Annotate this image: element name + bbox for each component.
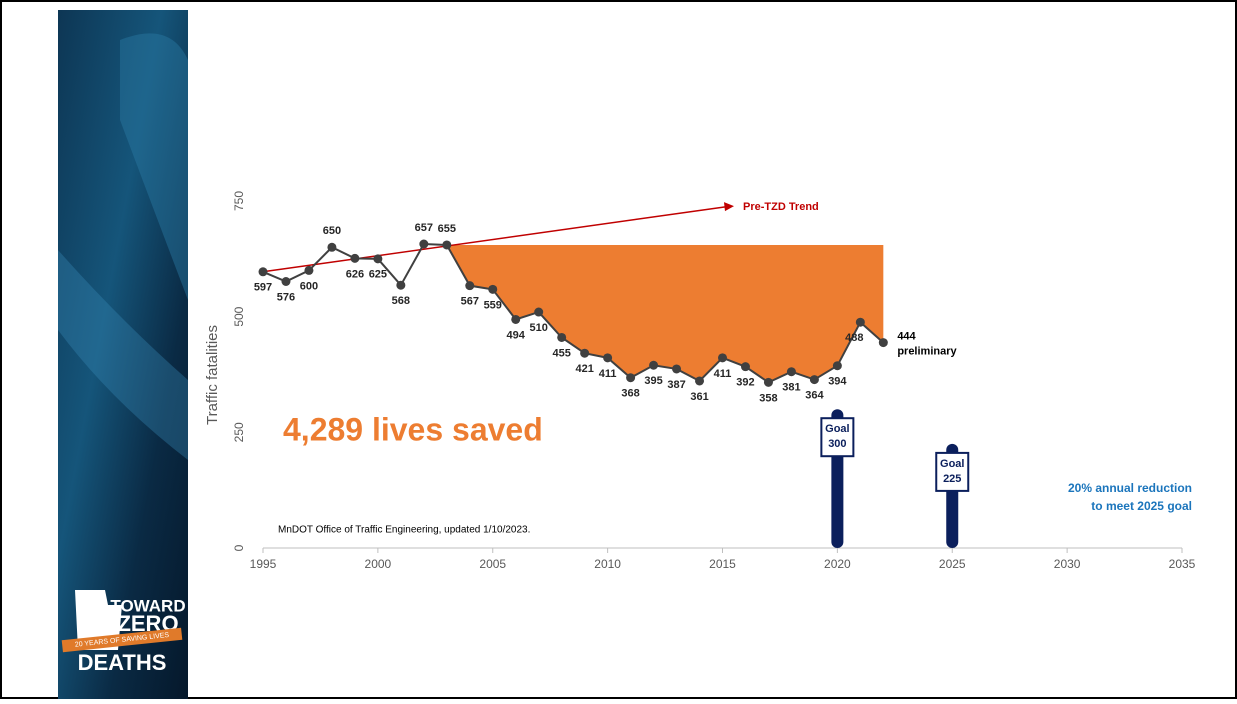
side-panel [58, 10, 188, 699]
data-label: 411 [599, 368, 617, 380]
data-point [855, 317, 865, 327]
data-point [878, 338, 888, 348]
x-tick-label: 2010 [594, 557, 621, 571]
x-tick-label: 2015 [709, 557, 736, 571]
y-axis-label: Traffic fatalities [204, 325, 221, 425]
data-label: 421 [575, 363, 593, 375]
goal-value: 225 [943, 473, 961, 485]
data-point [419, 239, 429, 249]
logo-text: TOWARD [110, 596, 185, 615]
data-point [281, 277, 291, 287]
data-label: 381 [782, 382, 800, 394]
data-point [373, 254, 383, 264]
data-point [304, 265, 314, 275]
data-label: 387 [667, 379, 685, 391]
source-note: MnDOT Office of Traffic Engineering, upd… [278, 525, 530, 536]
data-label: 364 [805, 389, 824, 401]
y-tick-label: 750 [232, 191, 246, 211]
chart: 1995 2000 2005 2010 2015 2020 2025 2030 2035 0 250… [204, 191, 1196, 572]
logo-text: DEATHS [78, 650, 167, 675]
data-label: 600 [300, 280, 318, 292]
data-point [557, 332, 567, 342]
x-tick-label: 2030 [1054, 557, 1081, 571]
data-point [396, 280, 406, 290]
data-point [465, 281, 475, 291]
data-point [511, 314, 521, 324]
data-label: 444 [897, 330, 916, 342]
data-label: 392 [736, 377, 754, 389]
data-point [809, 375, 819, 385]
data-label: 655 [438, 223, 456, 235]
data-point [718, 353, 727, 363]
data-point [832, 361, 842, 371]
goal-label: Goal [940, 458, 964, 470]
x-tick-label: 2025 [939, 557, 966, 571]
data-point [649, 360, 659, 370]
data-label: 494 [507, 329, 526, 341]
panel-shape [120, 33, 188, 300]
data-label: 395 [644, 375, 662, 387]
data-point [488, 284, 498, 294]
data-label: 626 [346, 268, 364, 280]
y-tick-label: 500 [232, 306, 246, 326]
data-label: 625 [369, 269, 387, 281]
data-point [763, 377, 773, 387]
data-label: 488 [845, 332, 863, 344]
data-point [580, 348, 590, 358]
data-point [786, 367, 796, 377]
data-note: preliminary [897, 345, 957, 357]
data-point [695, 376, 705, 386]
data-point [350, 253, 360, 263]
trend-arrowhead [723, 202, 734, 212]
x-tick-label: 2020 [824, 557, 851, 571]
data-label: 597 [254, 282, 272, 294]
goal-label: Goal [825, 423, 849, 435]
goal-sign [935, 451, 970, 492]
data-line [262, 243, 884, 384]
reduction-note: 20% annual reduction [1068, 481, 1192, 495]
y-tick-label: 0 [232, 544, 246, 551]
data-label: 568 [392, 295, 410, 307]
trend-label: Pre-TZD Trend [743, 201, 819, 213]
logo-state [75, 590, 122, 650]
trend-line [262, 205, 729, 273]
data-label: 455 [552, 347, 570, 359]
goal-value: 300 [828, 438, 846, 450]
data-point [740, 362, 750, 372]
data-point [258, 267, 268, 277]
x-tick-label: 2035 [1169, 557, 1196, 571]
data-point [327, 242, 337, 252]
logo-banner [61, 627, 183, 653]
x-tick-label: 1995 [250, 557, 277, 571]
reduction-note: to meet 2025 goal [1091, 499, 1192, 513]
goal-sign [820, 417, 855, 458]
data-label: 567 [461, 296, 479, 308]
data-label: 358 [759, 392, 777, 404]
data-label: 576 [277, 291, 295, 303]
data-point [672, 364, 682, 374]
headline: 4,289 lives saved [283, 411, 543, 447]
data-point [442, 240, 452, 250]
data-label: 394 [828, 376, 847, 388]
data-point [603, 353, 613, 363]
data-label: 411 [714, 368, 732, 380]
data-label: 368 [621, 388, 639, 400]
data-point [534, 307, 544, 317]
y-tick-label: 250 [232, 422, 246, 442]
data-point [626, 373, 636, 383]
panel-shape [58, 250, 188, 460]
x-tick-label: 2005 [479, 557, 506, 571]
savings-area [446, 244, 884, 383]
data-label: 510 [530, 322, 548, 334]
data-label: 657 [415, 222, 433, 234]
x-tick-label: 2000 [365, 557, 392, 571]
data-label: 361 [690, 391, 708, 403]
data-label: 559 [484, 299, 502, 311]
data-label: 650 [323, 225, 341, 237]
